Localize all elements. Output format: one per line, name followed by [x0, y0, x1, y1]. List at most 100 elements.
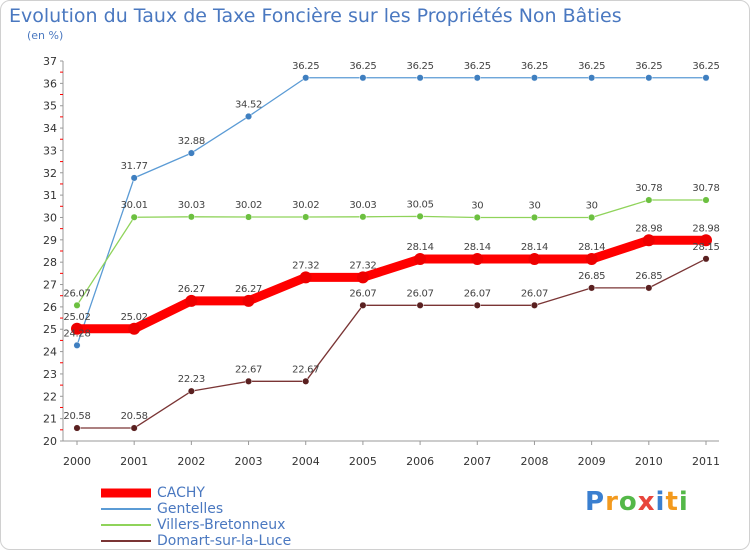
data-label-cachy: 26.27 — [178, 284, 205, 295]
series-line-cachy — [77, 235, 706, 334]
data-label-cachy: 28.98 — [635, 223, 662, 234]
data-label-gentelles: 36.25 — [521, 61, 548, 72]
data-point-gentelles — [473, 74, 481, 82]
data-label-cachy: 25.02 — [121, 312, 148, 323]
y-tick-label: 22 — [43, 390, 57, 403]
data-point-domart-sur-la-luce — [530, 301, 539, 309]
data-point-cachy — [414, 253, 427, 266]
data-label-domart-sur-la-luce: 26.85 — [635, 271, 662, 282]
x-tick-label: 2005 — [349, 455, 377, 468]
x-tick-label: 2000 — [63, 455, 91, 468]
legend-label-cachy: CACHY — [157, 485, 205, 501]
data-label-domart-sur-la-luce: 26.07 — [521, 288, 548, 299]
data-point-domart-sur-la-luce — [302, 377, 310, 385]
data-point-domart-sur-la-luce — [73, 424, 81, 432]
data-label-gentelles: 36.25 — [349, 61, 376, 72]
data-point-cachy — [471, 253, 484, 266]
data-point-villers-bretonneux — [244, 213, 253, 221]
data-label-domart-sur-la-luce: 22.67 — [235, 364, 262, 375]
y-tick-label: 30 — [43, 211, 57, 224]
data-label-cachy: 28.14 — [464, 242, 491, 253]
data-point-gentelles — [588, 74, 596, 82]
data-label-cachy: 27.32 — [292, 260, 319, 271]
data-label-villers-bretonneux: 30.05 — [407, 199, 434, 210]
y-tick-label: 27 — [43, 279, 57, 292]
data-point-gentelles — [73, 341, 81, 349]
data-label-gentelles: 36.25 — [692, 61, 719, 72]
data-label-cachy: 26.27 — [235, 284, 262, 295]
x-tick-label: 2010 — [635, 455, 663, 468]
data-point-villers-bretonneux — [645, 196, 653, 204]
series-line-villers-bretonneux — [76, 199, 706, 306]
data-label-cachy: 28.14 — [407, 242, 434, 253]
data-point-villers-bretonneux — [416, 212, 424, 220]
series-line-domart-sur-la-luce — [77, 258, 707, 429]
data-point-gentelles — [645, 74, 653, 82]
data-label-domart-sur-la-luce: 26.07 — [464, 288, 491, 299]
data-point-cachy — [642, 234, 655, 247]
data-point-cachy — [700, 234, 712, 247]
x-tick-label: 2002 — [177, 455, 205, 468]
x-tick-label: 2003 — [235, 455, 263, 468]
data-point-cachy — [299, 271, 312, 284]
data-point-domart-sur-la-luce — [588, 284, 596, 292]
data-label-villers-bretonneux: 30.78 — [635, 183, 662, 194]
x-tick-label: 2007 — [463, 455, 491, 468]
line-chart: 20 21 22 23 24 25 26 27 28 29 30 31 32 33 34 35 36 37 2000… — [43, 55, 720, 468]
data-point-gentelles — [530, 74, 539, 82]
data-point-gentelles — [302, 74, 310, 82]
x-tick-label: 2006 — [406, 455, 434, 468]
data-point-gentelles — [244, 112, 253, 120]
data-point-villers-bretonneux — [530, 213, 539, 222]
legend-swatch-cachy — [101, 488, 151, 498]
legend-swatch-villers-bretonneux — [101, 524, 151, 526]
x-tick-label: 2004 — [292, 455, 320, 468]
data-label-cachy: 28.14 — [521, 242, 548, 253]
data-point-villers-bretonneux — [702, 196, 710, 204]
data-label-villers-bretonneux: 30 — [471, 200, 483, 211]
data-label-domart-sur-la-luce: 26.07 — [349, 288, 376, 299]
data-point-cachy — [71, 322, 83, 335]
data-point-domart-sur-la-luce — [645, 284, 653, 292]
data-label-villers-bretonneux: 30.02 — [235, 200, 262, 211]
data-point-villers-bretonneux — [130, 213, 138, 221]
data-point-cachy — [185, 294, 198, 307]
data-point-domart-sur-la-luce — [130, 424, 138, 432]
data-label-gentelles: 36.25 — [635, 61, 662, 72]
data-point-cachy — [242, 294, 255, 307]
data-label-domart-sur-la-luce: 22.23 — [178, 374, 205, 385]
data-point-domart-sur-la-luce — [244, 377, 253, 385]
y-tick-label: 29 — [43, 234, 57, 247]
data-labels-layer: 24.28 31.77 32.88 34.52 36.25 36.25 36.25 36.25… — [63, 61, 719, 422]
data-point-villers-bretonneux — [302, 213, 310, 221]
data-point-cachy — [128, 322, 141, 335]
data-point-gentelles — [187, 149, 195, 157]
data-label-villers-bretonneux: 30.03 — [178, 200, 205, 211]
y-tick-label: 35 — [43, 100, 57, 113]
legend-swatch-gentelles — [101, 508, 151, 510]
series-layer — [71, 74, 712, 432]
data-label-gentelles: 36.25 — [578, 61, 605, 72]
data-point-domart-sur-la-luce — [473, 301, 481, 309]
y-tick-label: 31 — [43, 189, 57, 202]
data-label-villers-bretonneux: 26.07 — [63, 288, 90, 299]
data-label-cachy: 28.98 — [692, 223, 719, 234]
legend-swatch-domart-sur-la-luce — [101, 540, 151, 542]
data-point-domart-sur-la-luce — [702, 255, 710, 263]
data-label-domart-sur-la-luce: 28.15 — [692, 242, 719, 253]
data-label-domart-sur-la-luce: 20.58 — [121, 411, 148, 422]
data-point-villers-bretonneux — [187, 213, 195, 221]
data-label-villers-bretonneux: 30.02 — [292, 200, 319, 211]
proxiti-logo: Proxiti — [585, 487, 689, 517]
data-label-cachy: 25.02 — [63, 312, 90, 323]
data-label-villers-bretonneux: 30 — [586, 200, 598, 211]
legend-label-gentelles: Gentelles — [157, 501, 224, 517]
data-point-cachy — [356, 271, 369, 284]
data-point-domart-sur-la-luce — [359, 301, 367, 309]
y-tick-label: 33 — [43, 144, 57, 157]
data-label-villers-bretonneux: 30 — [528, 200, 540, 211]
series-line-gentelles — [76, 77, 706, 346]
data-point-gentelles — [702, 74, 710, 82]
data-label-gentelles: 36.25 — [464, 61, 491, 72]
data-point-villers-bretonneux — [473, 213, 481, 222]
